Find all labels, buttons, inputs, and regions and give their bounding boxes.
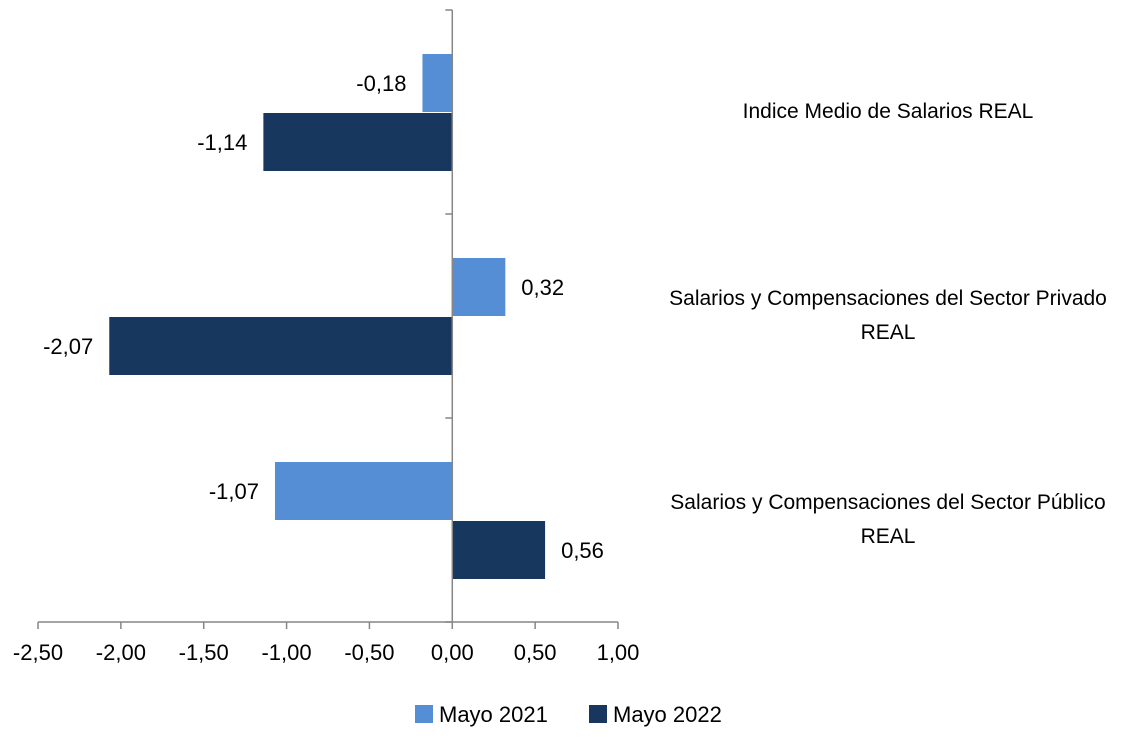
bar-mayo-2021-cat-0 xyxy=(422,54,453,112)
data-label: -1,14 xyxy=(197,130,247,155)
data-label: -0,18 xyxy=(356,71,406,96)
x-tick-label: -2,00 xyxy=(96,640,146,665)
x-tick-label: -1,00 xyxy=(261,640,311,665)
data-label: 0,32 xyxy=(521,275,564,300)
category-label: REAL xyxy=(861,321,916,344)
x-tick-label: 1,00 xyxy=(597,640,640,665)
x-tick-label: 0,50 xyxy=(514,640,557,665)
category-labels-layer: Indice Medio de Salarios REAL Salarios y … xyxy=(669,100,1107,548)
data-label: -1,07 xyxy=(209,479,259,504)
legend: Mayo 2021 Mayo 2022 xyxy=(415,702,722,727)
category-label: REAL xyxy=(861,525,916,548)
data-label: 0,56 xyxy=(561,538,604,563)
x-tick-label: 0,00 xyxy=(431,640,474,665)
legend-swatch-mayo-2022 xyxy=(589,705,607,723)
bar-mayo-2022-cat-0 xyxy=(263,113,453,171)
x-tick-label: -1,50 xyxy=(179,640,229,665)
bar-mayo-2021-cat-1 xyxy=(452,258,506,316)
data-labels-layer: -0,18 0,32 -1,07 -1,14 -2,07 0,56 xyxy=(43,71,604,563)
bar-mayo-2022-cat-1 xyxy=(109,317,453,375)
data-label: -2,07 xyxy=(43,334,93,359)
category-label: Salarios y Compensaciones del Sector Pri… xyxy=(669,287,1107,310)
legend-swatch-mayo-2021 xyxy=(415,705,433,723)
bar-mayo-2021-cat-2 xyxy=(274,462,453,520)
legend-label: Mayo 2022 xyxy=(613,702,722,727)
bar-mayo-2022-cat-2 xyxy=(452,521,546,579)
category-label: Indice Medio de Salarios REAL xyxy=(743,100,1034,123)
category-label: Salarios y Compensaciones del Sector Púb… xyxy=(670,491,1105,514)
legend-label: Mayo 2021 xyxy=(439,702,548,727)
x-tick-label: -0,50 xyxy=(344,640,394,665)
x-tick-label: -2,50 xyxy=(13,640,63,665)
bars-layer xyxy=(109,54,546,579)
axes-layer: -2,50 -2,00 -1,50 -1,00 -0,50 0,00 0,50 1,00 xyxy=(13,9,640,665)
